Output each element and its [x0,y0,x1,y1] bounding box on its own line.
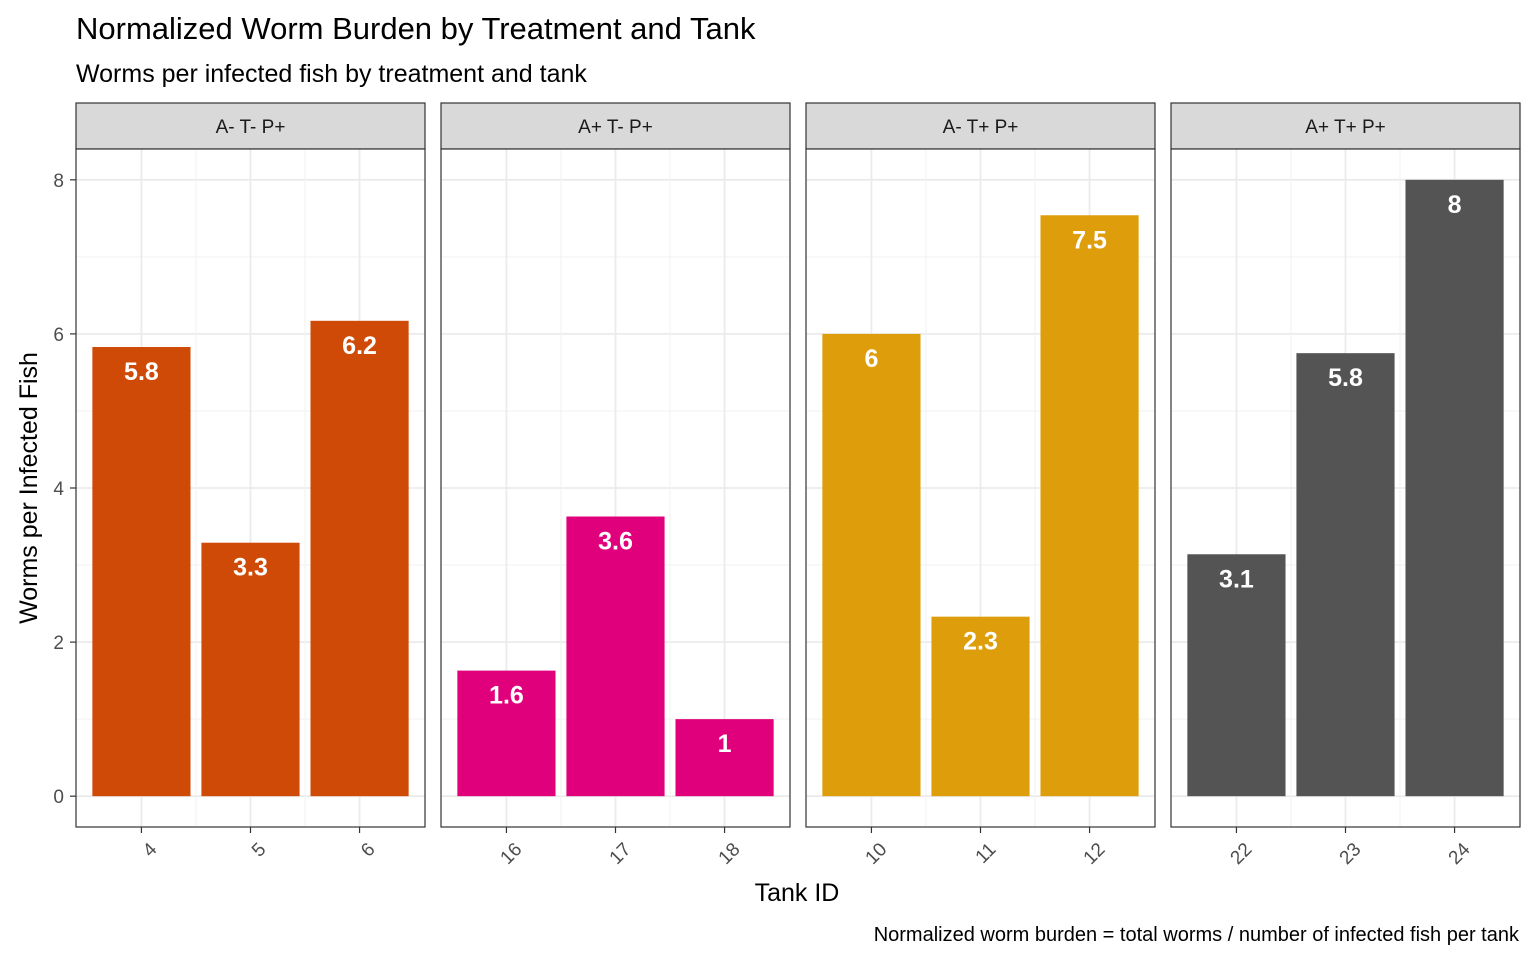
x-tick-label: 17 [606,839,636,869]
data-label: 5.8 [1328,364,1363,392]
data-label: 1.6 [489,682,524,710]
bar [92,347,191,797]
y-axis: 0 2 4 6 8 [53,171,76,808]
data-label: 6.2 [342,332,377,360]
bar [457,670,556,797]
facet-panel: A+ T- P+ 1.6 3.6 1 16 17 18 [440,102,791,869]
x-tick-label: 6 [357,839,379,861]
bar [1405,179,1504,797]
data-label: 3.1 [1219,565,1254,593]
y-tick-label: 4 [53,479,64,500]
y-axis-title: Worms per Infected Fish [15,352,43,624]
y-tick-label: 8 [53,171,64,192]
facet-strip-label: A+ T+ P+ [1305,117,1385,138]
bar [1296,353,1395,797]
chart-subtitle: Worms per infected fish by treatment and… [76,60,587,88]
facet-panel: A+ T+ P+ 3.1 5.8 8 22 23 24 [1170,102,1521,869]
bar [931,616,1030,797]
facet-strip [805,102,1156,150]
facet-panel: A- T+ P+ 6 2.3 7.5 10 11 12 [805,102,1156,869]
bar [201,542,300,797]
bar [1040,215,1139,797]
x-tick-label: 18 [715,839,745,869]
data-label: 3.3 [233,554,268,582]
x-axis-title: Tank ID [755,879,840,907]
facet-strip [1170,102,1521,150]
facet-strip [440,102,791,150]
data-label: 2.3 [963,628,998,656]
x-tick-label: 10 [862,839,892,869]
facet-strip-label: A+ T- P+ [578,117,653,138]
facet-strip-label: A- T- P+ [216,117,286,138]
bar [1187,554,1286,797]
data-label: 8 [1448,191,1462,219]
bar [310,320,409,797]
bar [566,516,665,797]
bar [675,719,774,797]
x-tick-label: 23 [1336,839,1366,869]
x-tick-label: 24 [1445,839,1475,869]
y-tick-label: 0 [53,787,64,808]
chart-title: Normalized Worm Burden by Treatment and … [76,11,756,46]
data-label: 5.8 [124,358,159,386]
facet-panel: A- T- P+ 5.8 3.3 6.2 4 5 6 [75,102,426,862]
data-label: 7.5 [1072,226,1107,254]
chart-caption: Normalized worm burden = total worms / n… [874,924,1520,946]
data-label: 1 [718,730,732,758]
x-tick-label: 11 [972,839,1001,868]
x-tick-label: 4 [139,839,162,862]
x-tick-label: 12 [1080,839,1110,869]
data-label: 6 [864,345,878,373]
x-tick-label: 16 [497,839,527,869]
y-tick-label: 2 [53,633,64,654]
y-tick-label: 6 [53,325,64,346]
x-tick-label: 22 [1227,839,1257,869]
data-label: 3.6 [598,528,633,556]
x-tick-label: 5 [248,839,270,861]
bar [822,333,921,797]
facet-strip-label: A- T+ P+ [943,117,1019,138]
facet-strip [75,102,426,150]
